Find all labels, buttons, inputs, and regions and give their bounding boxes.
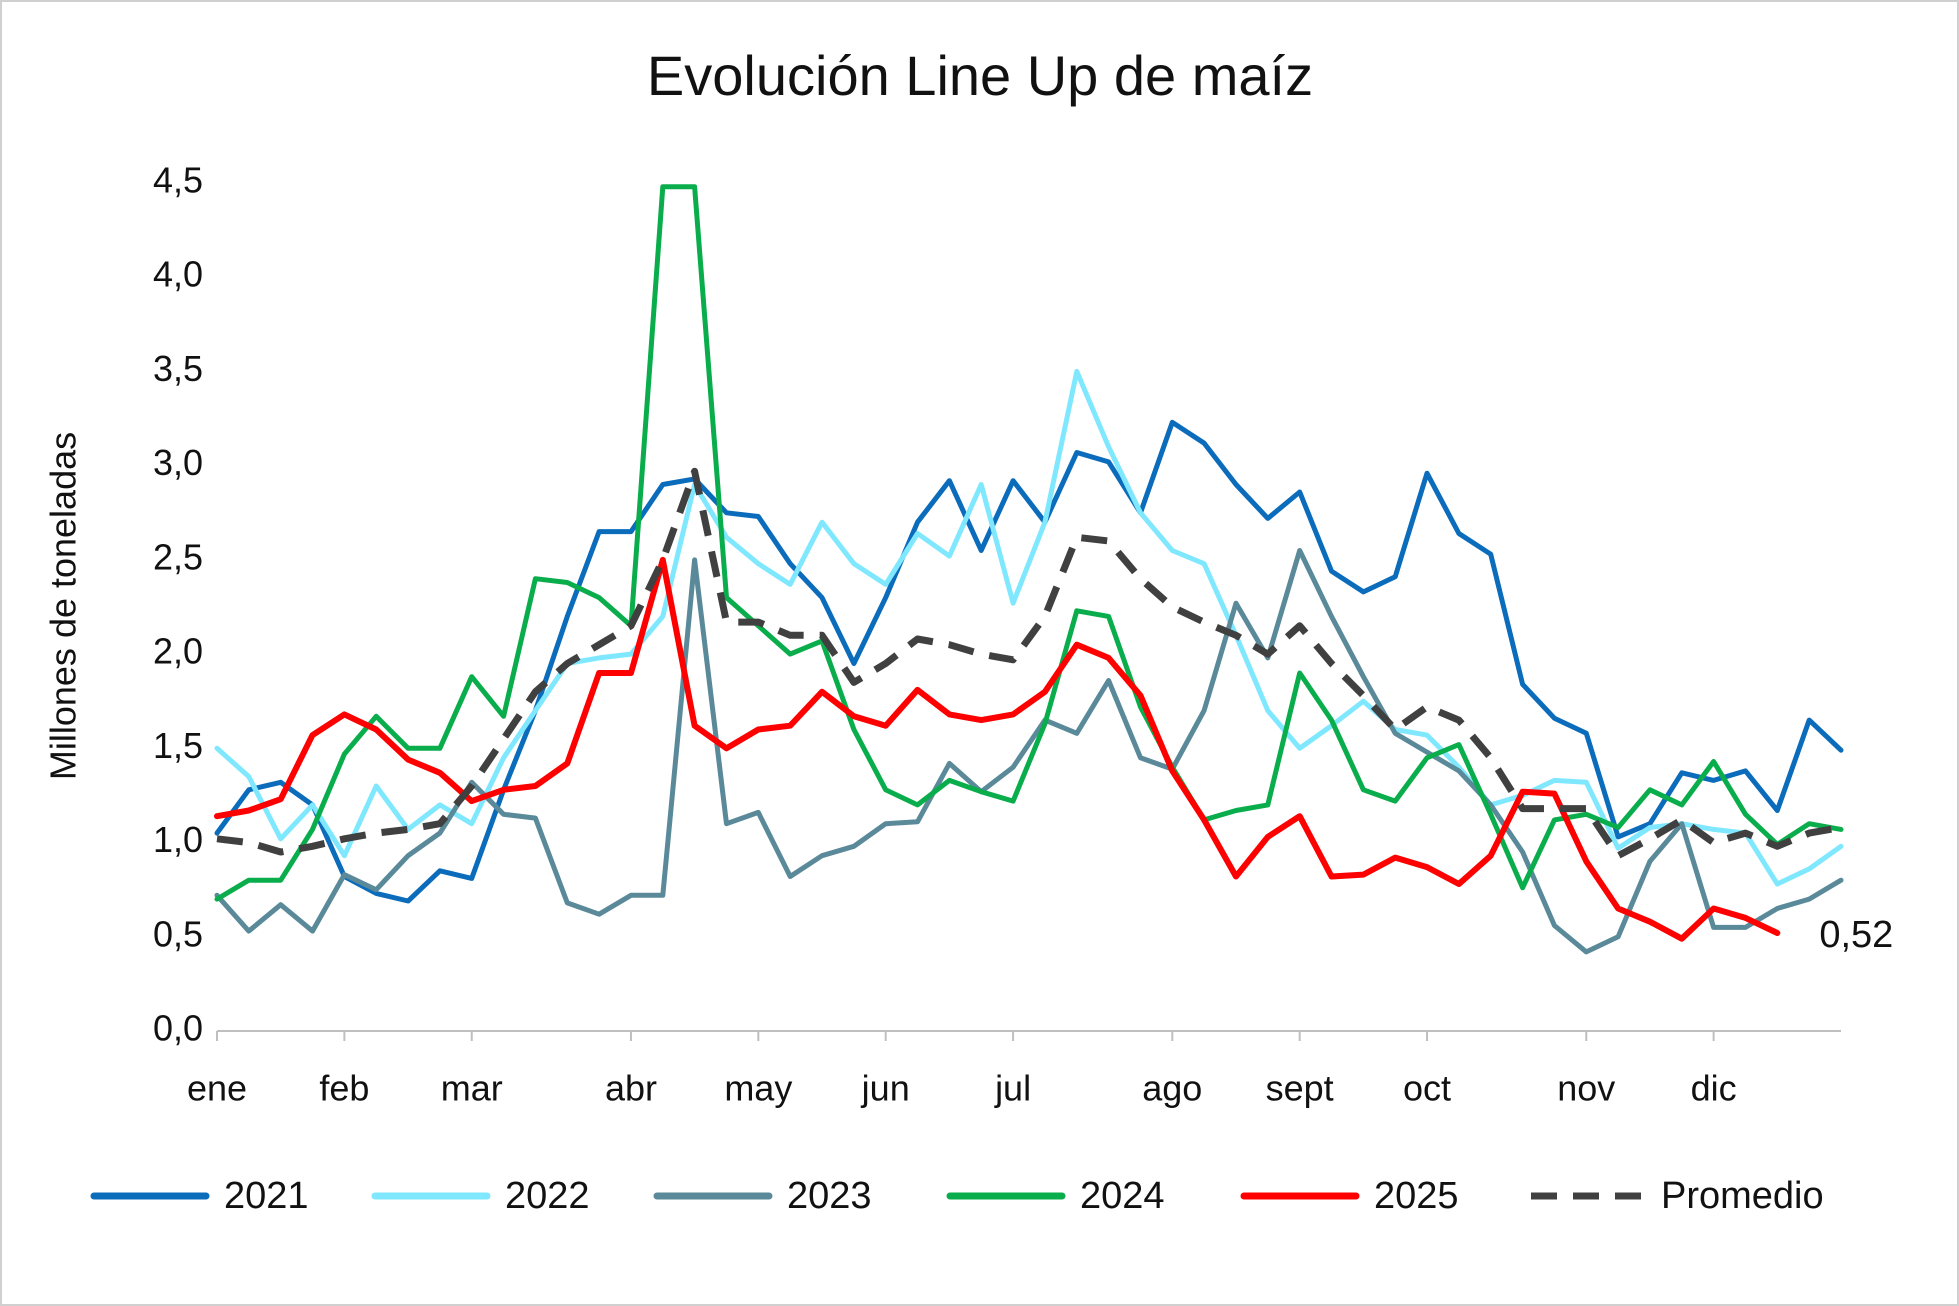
series-line [214,556,1781,942]
y-tick-label: 2,5 [153,536,203,577]
series-line [214,184,1844,902]
x-tick-label: ene [187,1068,247,1109]
data-label: 0,52 [1819,914,1893,956]
y-tick-label: 2,0 [153,631,203,672]
y-tick-label: 1,5 [153,725,203,766]
series-line [214,368,1844,887]
x-tick-label: jul [994,1068,1031,1109]
y-tick-label: 3,0 [153,442,203,483]
legend-label: 2022 [505,1175,590,1217]
x-tick-label: feb [319,1068,369,1109]
y-tick-label: 1,0 [153,819,203,860]
x-tick-label: may [724,1068,792,1109]
legend-label: 2025 [1374,1175,1459,1217]
x-tick-label: abr [605,1068,657,1109]
x-tick-label: jun [861,1068,910,1109]
legend-label: 2021 [224,1175,309,1217]
x-tick-label: ago [1142,1068,1202,1109]
legend-label: Promedio [1661,1175,1824,1217]
y-tick-label: 0,5 [153,913,203,954]
legend-label: 2023 [787,1175,872,1217]
y-axis-title: Millones de toneladas [43,432,84,780]
y-tick-label: 3,5 [153,348,203,389]
series-line [214,419,1844,904]
y-tick-label: 4,5 [153,160,203,201]
y-tick-label: 0,0 [153,1008,203,1049]
x-tick-label: oct [1403,1068,1451,1109]
y-tick-label: 4,0 [153,254,203,295]
legend-label: 2024 [1080,1175,1165,1217]
x-tick-label: nov [1557,1068,1615,1109]
x-tick-label: sept [1266,1068,1334,1109]
series-line [216,467,1842,860]
chart-title: Evolución Line Up de maíz [647,44,1313,107]
x-tick-label: mar [441,1068,503,1109]
x-tick-label: dic [1691,1068,1737,1109]
